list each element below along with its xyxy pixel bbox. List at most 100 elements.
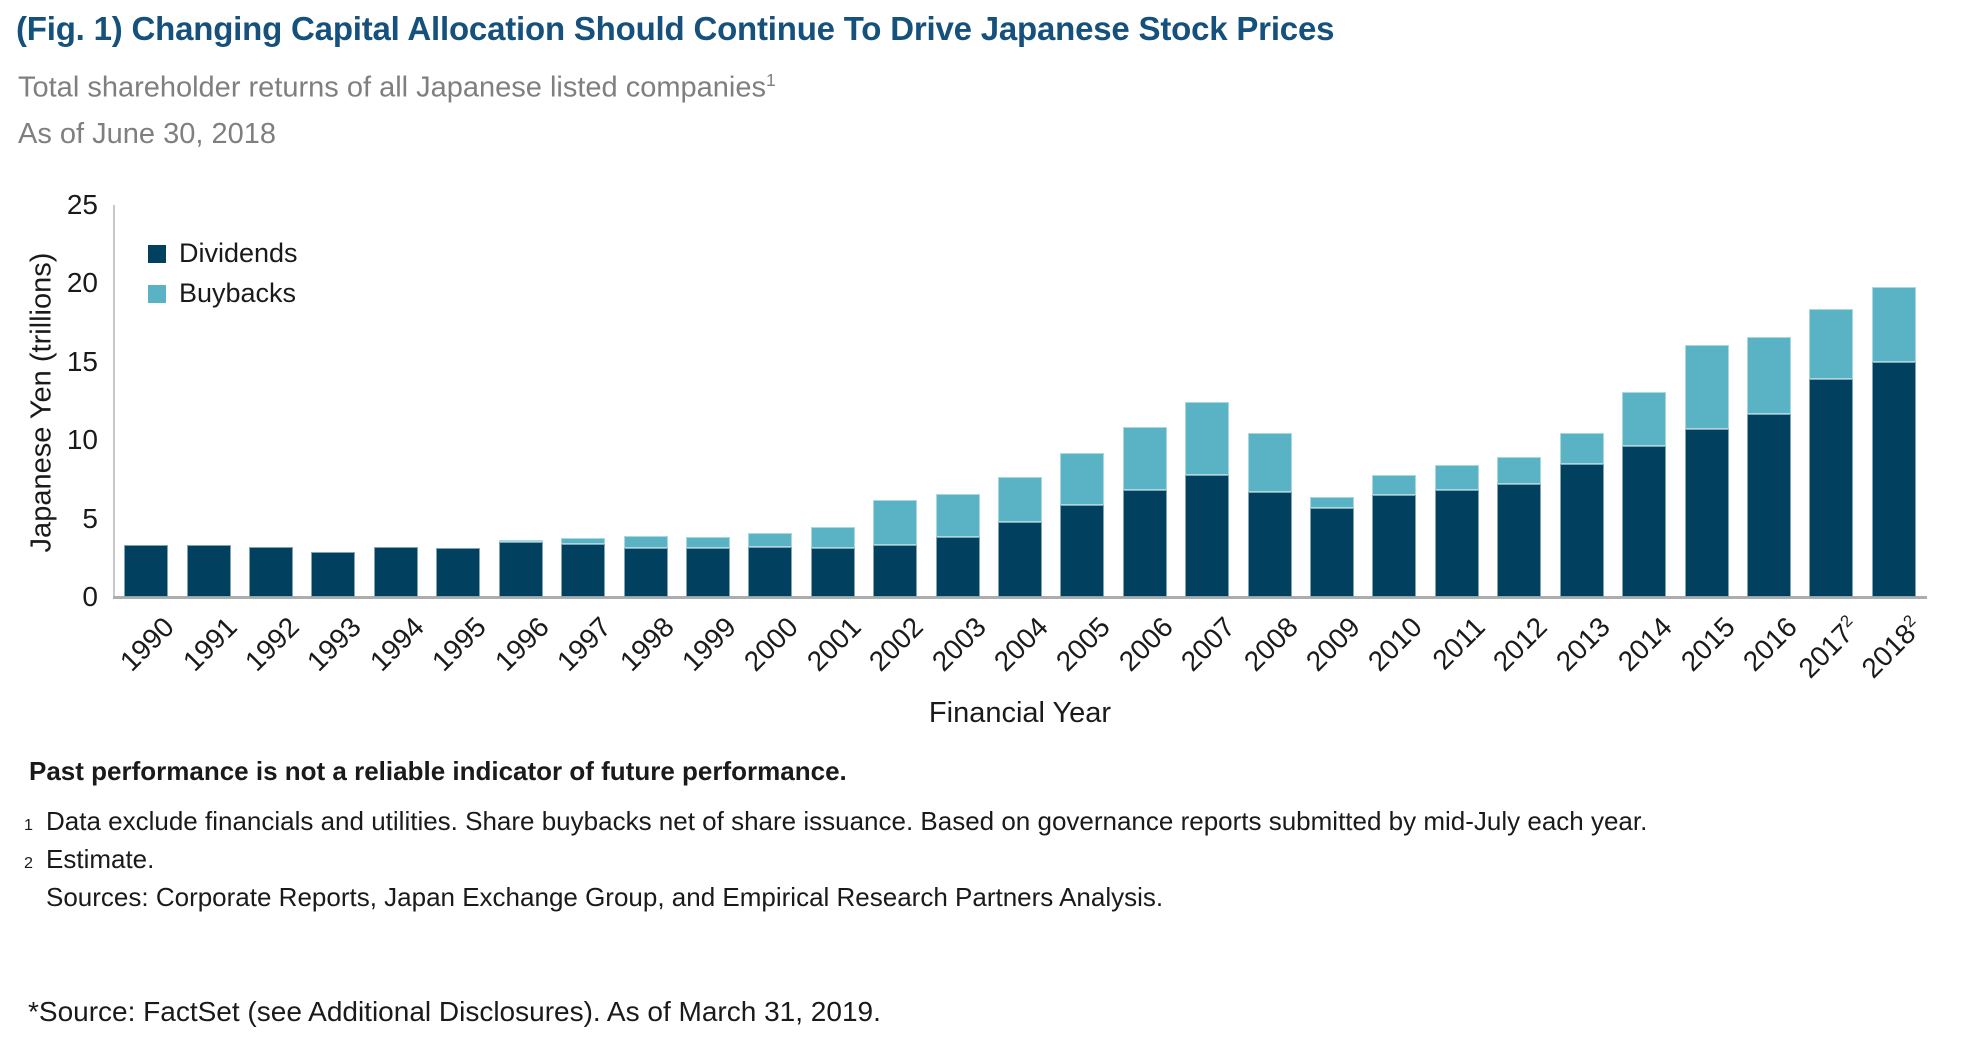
bar-1999 xyxy=(677,205,739,597)
y-tick-20: 20 xyxy=(66,267,98,299)
bar-2003-buybacks-segment xyxy=(935,494,980,538)
bar-2003 xyxy=(926,205,988,597)
chart-legend: Dividends Buybacks xyxy=(148,240,298,320)
figure-subtitle-text: Total shareholder returns of all Japanes… xyxy=(18,71,766,104)
footnote-marker: 2 xyxy=(24,854,33,872)
bar-2008 xyxy=(1238,205,1300,597)
bar-2003-dividends-segment xyxy=(935,537,980,597)
bar-1999-dividends-segment xyxy=(685,548,730,597)
bar-1993-dividends-segment xyxy=(311,551,356,597)
bar-2004 xyxy=(989,205,1051,597)
bar-2016-buybacks-segment xyxy=(1746,336,1791,414)
x-tick-label: 1994 xyxy=(363,611,430,677)
as-of-date: As of June 30, 2018 xyxy=(18,118,276,150)
x-tick-label: 2004 xyxy=(987,611,1054,677)
x-tick-label: 2003 xyxy=(925,611,992,677)
y-tick-15: 15 xyxy=(66,345,98,377)
footnote-lines: 1 Data exclude financials and utilities. … xyxy=(24,802,1647,916)
legend-item-buybacks: Buybacks xyxy=(148,280,298,307)
x-tick-label: 2015 xyxy=(1674,611,1741,677)
bar-1998-buybacks-segment xyxy=(623,535,668,549)
bar-1991 xyxy=(177,205,239,597)
y-axis-line xyxy=(113,205,115,599)
bar-2005-dividends-segment xyxy=(1060,504,1105,597)
x-tick-label: 2010 xyxy=(1362,611,1429,677)
bar-1991-dividends-segment xyxy=(186,545,231,597)
bar-2016 xyxy=(1738,205,1800,597)
x-tick-footnote-marker: 2 xyxy=(1836,611,1857,632)
bar-1998-dividends-segment xyxy=(623,548,668,597)
x-tick-label: 1995 xyxy=(426,611,493,677)
bar-2002-buybacks-segment xyxy=(873,499,918,546)
y-tick-0: 0 xyxy=(82,581,98,612)
bar-2004-buybacks-segment xyxy=(997,477,1042,522)
bar-2013-dividends-segment xyxy=(1559,463,1604,597)
bar-2011 xyxy=(1426,205,1488,597)
buybacks-swatch-icon xyxy=(148,284,166,303)
y-tick-25: 25 xyxy=(66,189,98,220)
x-tick-label: 1997 xyxy=(551,611,618,677)
x-tick-label: 2012 xyxy=(1487,611,1554,677)
x-tick-label: 20182 xyxy=(1855,611,1922,684)
bar-2012-buybacks-segment xyxy=(1497,457,1542,485)
source-line: *Source: FactSet (see Additional Disclos… xyxy=(28,996,881,1027)
footnote-marker: 1 xyxy=(24,816,33,834)
x-tick-label: 2016 xyxy=(1736,611,1803,677)
bar-2002-dividends-segment xyxy=(873,545,918,597)
x-tick-label: 1998 xyxy=(613,611,680,677)
bar-2018 xyxy=(1863,205,1925,597)
x-tick-label: 2002 xyxy=(863,611,930,677)
x-tick-label: 20172 xyxy=(1792,611,1859,684)
bar-2010-dividends-segment xyxy=(1372,495,1417,597)
bar-1994-dividends-segment xyxy=(373,546,418,597)
bar-2002 xyxy=(864,205,926,597)
figure-title: (Fig. 1) Changing Capital Allocation Sho… xyxy=(16,10,1335,47)
footnote-1: 1 Data exclude financials and utilities. … xyxy=(24,802,1647,840)
bar-1997 xyxy=(552,205,614,597)
bar-1990 xyxy=(115,205,177,597)
bar-2009-dividends-segment xyxy=(1310,507,1355,597)
bar-2008-dividends-segment xyxy=(1247,491,1292,597)
bar-2009 xyxy=(1301,205,1363,597)
bar-2016-dividends-segment xyxy=(1746,413,1791,597)
bar-2017 xyxy=(1800,205,1862,597)
footnote-text: Sources: Corporate Reports, Japan Exchan… xyxy=(46,882,1164,912)
bar-1999-buybacks-segment xyxy=(685,536,730,549)
footnote-text: Data exclude financials and utilities. S… xyxy=(46,806,1648,836)
bar-2009-buybacks-segment xyxy=(1310,496,1355,508)
x-tick-label: 2008 xyxy=(1237,611,1304,677)
bar-1990-dividends-segment xyxy=(124,545,169,597)
x-tick-label: 2005 xyxy=(1050,611,1117,677)
x-tick-label: 1991 xyxy=(176,611,243,677)
x-tick-label: 1996 xyxy=(488,611,555,677)
footnote-2: 2 Estimate. xyxy=(24,840,1647,878)
dividends-swatch-icon xyxy=(148,244,166,263)
bar-2011-buybacks-segment xyxy=(1434,464,1479,491)
bar-2006-dividends-segment xyxy=(1122,490,1167,597)
footnotes-block: Past performance is not a reliable indic… xyxy=(24,752,1647,916)
bar-2007 xyxy=(1176,205,1238,597)
bar-2000 xyxy=(739,205,801,597)
figure-subtitle: Total shareholder returns of all Japanes… xyxy=(18,70,776,105)
bar-2007-dividends-segment xyxy=(1185,474,1230,597)
bar-2008-buybacks-segment xyxy=(1247,433,1292,492)
bar-2005 xyxy=(1051,205,1113,597)
bar-2001 xyxy=(802,205,864,597)
bar-2017-buybacks-segment xyxy=(1809,308,1854,380)
bar-2007-buybacks-segment xyxy=(1185,401,1230,475)
bar-2006 xyxy=(1114,205,1176,597)
bar-2010 xyxy=(1363,205,1425,597)
footnote-text: Estimate. xyxy=(46,844,155,874)
x-tick-label: 2001 xyxy=(800,611,867,677)
bar-2014-buybacks-segment xyxy=(1622,391,1667,447)
bar-2014-dividends-segment xyxy=(1622,446,1667,597)
bar-2006-buybacks-segment xyxy=(1122,426,1167,491)
bar-1995 xyxy=(427,205,489,597)
bar-1993 xyxy=(302,205,364,597)
x-tick-label: 2013 xyxy=(1549,611,1616,677)
bar-1997-buybacks-segment xyxy=(561,538,606,544)
x-tick-label: 1993 xyxy=(301,611,368,677)
figure-subtitle-footnote-marker: 1 xyxy=(765,70,776,90)
bar-2001-dividends-segment xyxy=(810,548,855,597)
